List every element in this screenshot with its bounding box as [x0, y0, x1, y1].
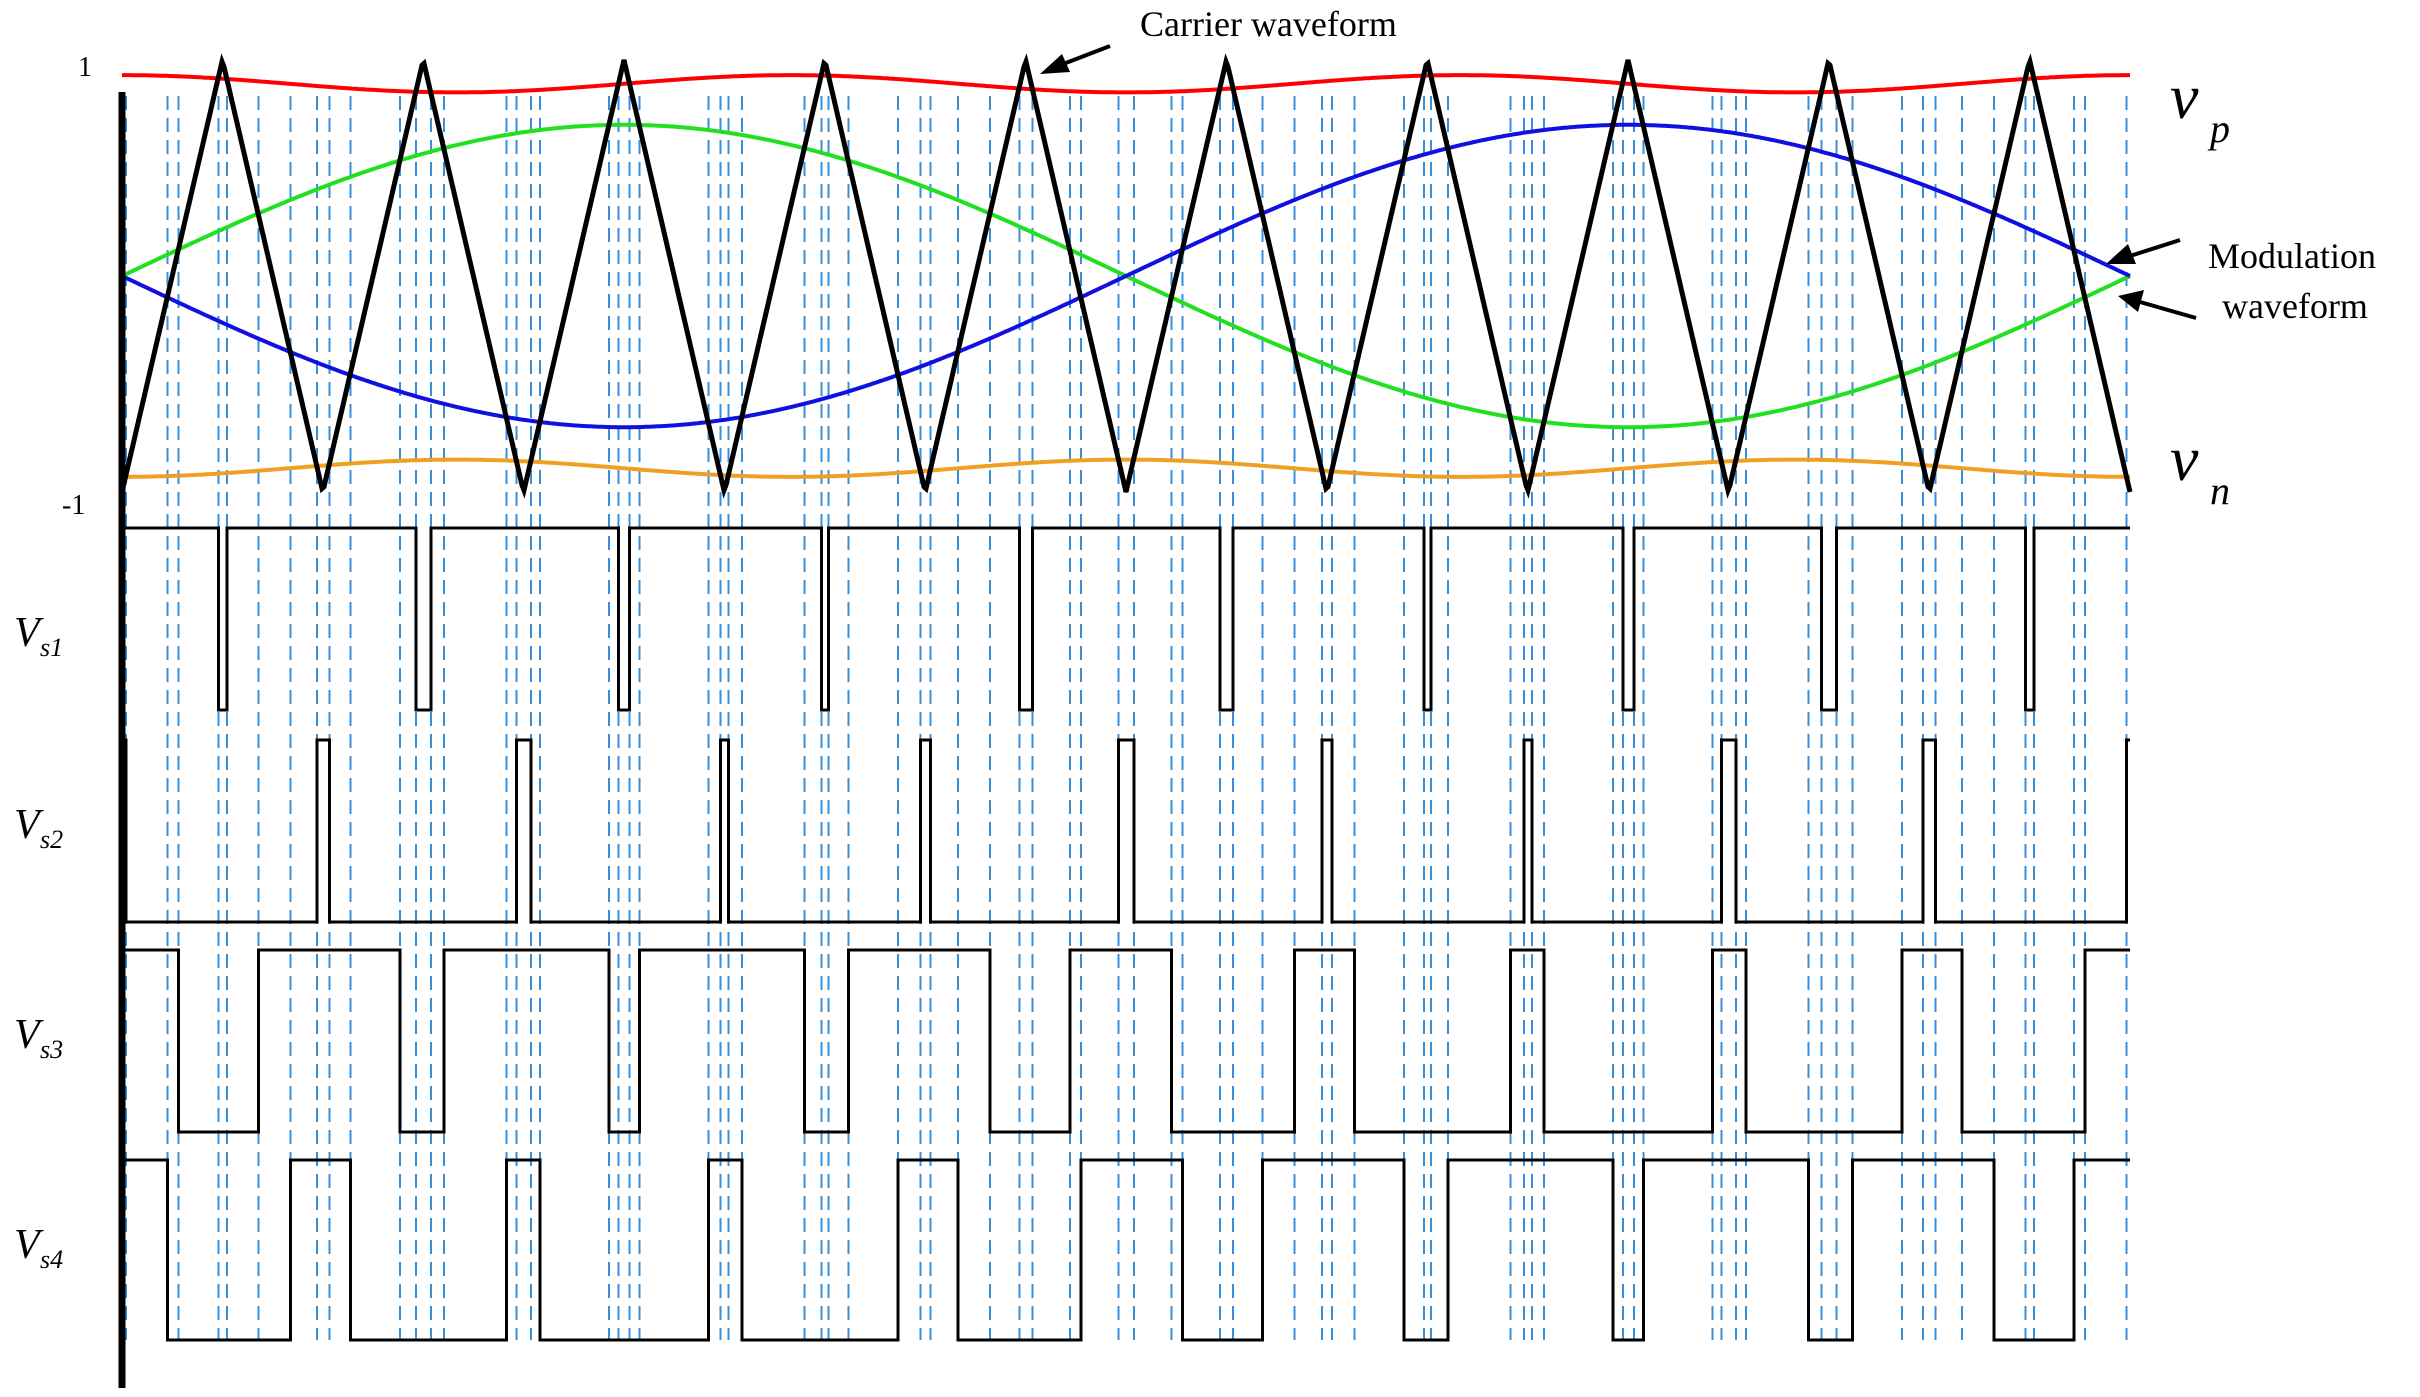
vp-label: v p: [2170, 61, 2230, 151]
vs2-signal: [122, 738, 2130, 924]
vs3-label: V s3: [14, 1012, 63, 1064]
svg-text:s3: s3: [40, 1035, 63, 1064]
vs4-signal: [122, 1158, 2130, 1342]
carrier-annotation: Carrier waveform: [1140, 4, 1397, 44]
switching-signals: [122, 526, 2130, 1342]
svg-text:n: n: [2210, 468, 2230, 513]
vp-reference-curve: [122, 73, 2130, 95]
svg-text:v: v: [2170, 423, 2199, 494]
svg-text:V: V: [14, 1012, 44, 1058]
svg-text:v: v: [2170, 61, 2199, 132]
svg-text:s1: s1: [40, 633, 63, 662]
dashed-guide-lines: [125, 96, 2128, 1340]
carrier-arrow: [1040, 44, 1111, 74]
vs1-label: V s1: [14, 610, 63, 662]
modulation-curve-b: [121, 122, 2131, 430]
axis-tick-top: 1: [78, 52, 92, 83]
modulation-arrow-lower: [2118, 290, 2197, 320]
svg-text:s2: s2: [40, 825, 63, 854]
svg-text:V: V: [14, 802, 44, 848]
svg-text:p: p: [2207, 106, 2230, 151]
svg-text:s4: s4: [40, 1245, 63, 1274]
vs3-signal: [122, 948, 2130, 1134]
modulation-arrow-upper: [2106, 238, 2181, 264]
axis-tick-bottom: -1: [62, 490, 85, 521]
carrier-triangle-wave: [119, 53, 2133, 499]
modulation-annotation-line2: waveform: [2222, 286, 2368, 326]
vs1-signal: [122, 526, 2130, 712]
vn-reference-curve: [122, 457, 2130, 479]
vn-label: v n: [2170, 423, 2230, 513]
svg-text:V: V: [14, 610, 44, 656]
waveforms: [119, 53, 2133, 499]
modulation-annotation-line1: Modulation: [2208, 236, 2376, 276]
vs4-label: V s4: [14, 1222, 63, 1274]
svg-text:V: V: [14, 1222, 44, 1268]
vs2-label: V s2: [14, 802, 63, 854]
